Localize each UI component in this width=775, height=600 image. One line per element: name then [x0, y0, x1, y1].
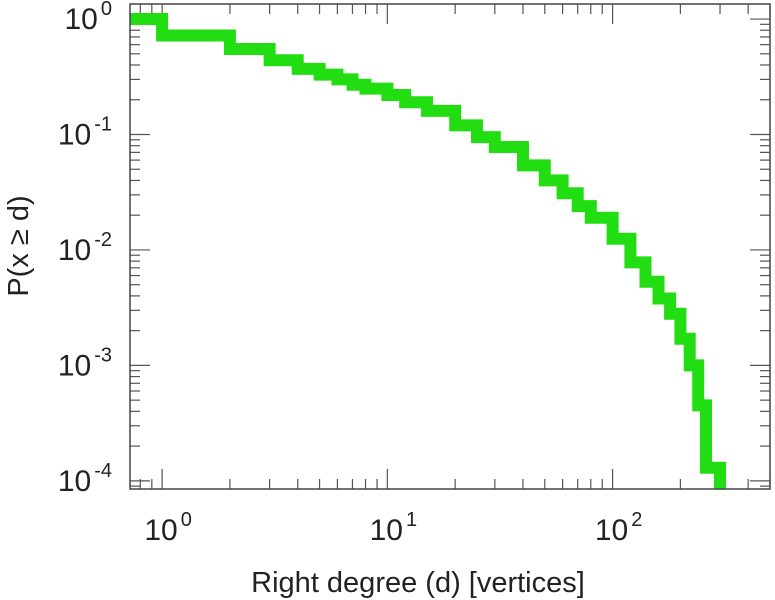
x-tick-label-base: 10	[370, 514, 403, 547]
x-tick-label: 10 2	[595, 509, 643, 547]
series-layer	[130, 13, 726, 489]
x-tick-label-exponent: 1	[406, 509, 417, 531]
tick-labels: 10 0 10 1 10 210 010 -110 -210 -310 -4	[58, 0, 642, 547]
y-tick-label-exponent: 0	[101, 0, 112, 20]
x-tick-label-exponent: 0	[181, 509, 192, 531]
x-tick-label: 10 1	[370, 509, 418, 547]
y-tick-label-base: 10	[58, 465, 91, 498]
x-tick-label-base: 10	[144, 514, 177, 547]
y-tick-label-base: 10	[58, 234, 91, 267]
y-tick-label: 10 -1	[58, 113, 112, 151]
y-tick-label-base: 10	[58, 118, 91, 151]
x-tick-label: 10 0	[144, 509, 192, 547]
y-tick-label: 10 -4	[58, 460, 112, 498]
x-axis-label: Right degree (d) [vertices]	[251, 567, 585, 599]
y-tick-label-exponent: -2	[94, 229, 112, 251]
plot-frame	[129, 3, 771, 490]
series-0-line	[130, 13, 726, 489]
y-tick-label-base: 10	[65, 3, 98, 36]
y-tick-label: 10 -3	[58, 344, 112, 382]
y-tick-label: 10 -2	[58, 229, 112, 267]
x-tick-label-base: 10	[595, 514, 628, 547]
x-tick-label-exponent: 2	[631, 509, 642, 531]
y-tick-label-exponent: -3	[94, 344, 112, 366]
y-tick-label: 10 0	[65, 0, 113, 36]
y-tick-label-exponent: -4	[94, 460, 112, 482]
y-tick-label-exponent: -1	[94, 113, 112, 135]
y-axis-label: P(x ≥ d)	[3, 195, 35, 296]
y-tick-label-base: 10	[58, 349, 91, 382]
tick-marks	[130, 4, 771, 489]
